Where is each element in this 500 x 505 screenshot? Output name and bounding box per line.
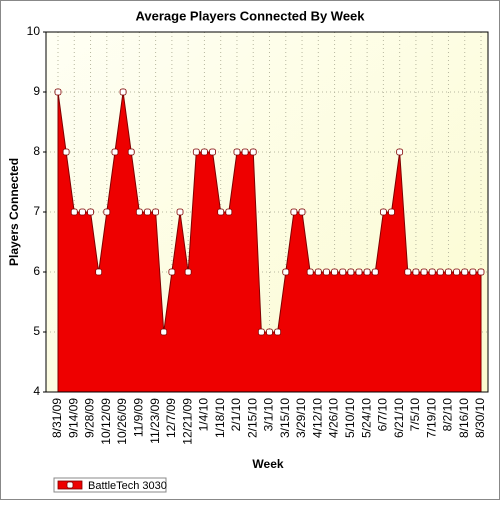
marker <box>331 268 338 276</box>
x-tick-label: 8/16/10 <box>457 398 471 438</box>
marker <box>103 208 111 216</box>
x-tick-label: 10/12/09 <box>99 398 113 445</box>
marker <box>192 148 200 156</box>
marker <box>184 268 192 276</box>
marker <box>54 88 62 96</box>
legend-marker <box>66 481 74 489</box>
marker <box>257 328 265 336</box>
y-tick-label: 10 <box>27 24 41 38</box>
marker <box>453 268 460 276</box>
marker <box>445 268 452 276</box>
x-tick-label: 10/26/09 <box>115 398 129 445</box>
y-tick-label: 6 <box>33 264 40 278</box>
marker <box>217 208 225 216</box>
x-tick-label: 7/5/10 <box>408 398 422 432</box>
x-tick-label: 5/24/10 <box>359 398 373 438</box>
x-tick-label: 12/7/09 <box>164 398 178 438</box>
x-tick-label: 2/15/10 <box>245 398 259 438</box>
marker <box>168 268 176 276</box>
x-tick-label: 11/23/09 <box>148 398 162 444</box>
x-tick-label: 9/14/09 <box>66 398 80 438</box>
marker <box>436 268 444 276</box>
chart-title: Average Players Connected By Week <box>135 8 365 23</box>
x-tick-label: 3/1/10 <box>262 398 276 432</box>
y-tick-label: 7 <box>33 204 40 218</box>
x-tick-label: 8/30/10 <box>473 398 487 438</box>
marker <box>209 148 216 156</box>
marker <box>111 148 119 156</box>
marker <box>314 268 322 276</box>
x-tick-label: 6/7/10 <box>376 398 390 432</box>
marker <box>62 148 70 156</box>
x-tick-label: 1/4/10 <box>197 398 211 432</box>
marker <box>298 208 306 216</box>
x-tick-label: 7/19/10 <box>424 398 438 438</box>
marker <box>135 208 143 216</box>
marker <box>152 208 160 216</box>
marker <box>477 268 485 276</box>
marker <box>396 148 404 156</box>
y-tick-label: 5 <box>33 324 40 338</box>
marker <box>363 268 371 276</box>
marker <box>144 208 151 216</box>
marker <box>70 208 78 216</box>
marker <box>371 268 379 276</box>
marker <box>274 328 282 336</box>
x-tick-label: 11/9/09 <box>132 398 146 437</box>
marker <box>266 328 273 336</box>
marker <box>127 148 135 156</box>
legend: BattleTech 3030 <box>53 477 167 493</box>
x-tick-label: 1/18/10 <box>213 398 227 438</box>
x-tick-label: 4/26/10 <box>327 398 341 438</box>
legend-label: BattleTech 3030 <box>88 480 167 492</box>
marker <box>290 208 298 216</box>
marker <box>461 268 469 276</box>
x-tick-label: 2/1/10 <box>229 398 243 432</box>
x-axis-title: Week <box>252 457 283 471</box>
y-tick-label: 9 <box>33 84 40 98</box>
y-tick-label: 8 <box>33 144 40 158</box>
marker <box>404 268 412 276</box>
x-tick-label: 5/10/10 <box>343 398 357 438</box>
marker <box>420 268 428 276</box>
marker <box>201 148 208 156</box>
marker <box>79 208 86 216</box>
marker <box>323 268 330 276</box>
y-tick-label: 4 <box>33 384 40 398</box>
marker <box>379 208 387 216</box>
plot-border <box>45 31 489 393</box>
marker <box>249 148 257 156</box>
marker <box>225 208 233 216</box>
x-tick-label: 3/29/10 <box>294 398 308 438</box>
marker <box>282 268 290 276</box>
marker <box>355 268 363 276</box>
marker <box>428 268 436 276</box>
marker <box>241 148 249 156</box>
x-tick-label: 6/21/10 <box>392 398 406 438</box>
marker <box>339 268 347 276</box>
marker <box>469 268 477 276</box>
marker <box>87 208 94 216</box>
marker <box>412 268 420 276</box>
x-tick-label: 12/21/09 <box>180 398 194 445</box>
x-tick-label: 3/15/10 <box>278 398 292 438</box>
x-tick-label: 8/31/09 <box>50 398 64 438</box>
x-tick-label: 4/12/10 <box>310 398 324 438</box>
marker <box>306 268 314 276</box>
marker <box>176 208 184 216</box>
marker <box>160 328 168 336</box>
x-tick-label: 9/28/09 <box>83 398 97 438</box>
marker <box>233 148 241 156</box>
marker <box>119 88 127 96</box>
x-tick-label: 8/2/10 <box>441 398 455 432</box>
marker <box>347 268 355 276</box>
y-axis-title: Players Connected <box>7 158 21 266</box>
marker <box>388 208 395 216</box>
marker <box>95 268 103 276</box>
